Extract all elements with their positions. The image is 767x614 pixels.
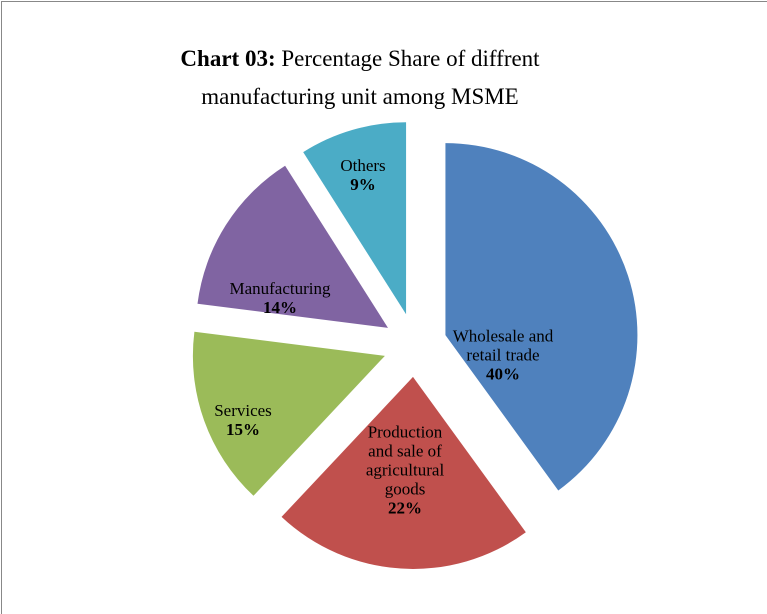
title-label: Chart 03: — [180, 46, 276, 71]
category-label: Production and sale of agricultural good… — [365, 422, 445, 499]
category-label: Services — [214, 401, 272, 420]
category-label: Wholesale and retail trade — [452, 326, 554, 365]
value-label: 15% — [226, 420, 260, 439]
pie-slice — [197, 165, 388, 328]
pie-slice — [445, 143, 638, 491]
slice-label: Manufacturing 14% — [215, 279, 345, 317]
category-label: Manufacturing — [229, 279, 331, 298]
value-label: 9% — [350, 175, 376, 194]
category-label: Others — [340, 156, 386, 175]
slice-label: Production and sale of agricultural good… — [355, 423, 455, 518]
value-label: 14% — [263, 298, 297, 317]
slice-label: Wholesale and retail trade 40% — [438, 327, 568, 384]
pie-slice — [192, 331, 385, 496]
pie-slice — [281, 376, 526, 569]
title-text: Percentage Share of diffrent manufacturi… — [201, 46, 540, 109]
chart-title: Chart 03: Percentage Share of diffrent m… — [130, 40, 590, 116]
pie-slice — [303, 122, 407, 315]
slice-label: Others 9% — [298, 156, 428, 194]
value-label: 40% — [486, 364, 520, 384]
slice-label: Services 15% — [178, 401, 308, 439]
value-label: 22% — [388, 498, 422, 518]
